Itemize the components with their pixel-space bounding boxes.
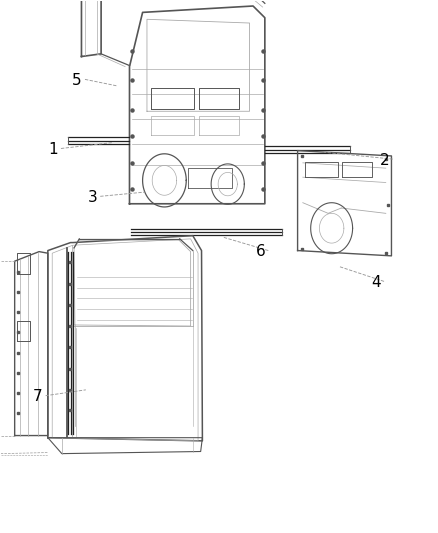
Text: 3: 3 (88, 190, 97, 205)
Text: 2: 2 (380, 152, 390, 168)
Text: 6: 6 (256, 244, 265, 259)
Text: 1: 1 (48, 142, 58, 157)
Text: 4: 4 (371, 275, 381, 290)
Text: 5: 5 (72, 73, 82, 88)
Text: 7: 7 (33, 389, 42, 404)
